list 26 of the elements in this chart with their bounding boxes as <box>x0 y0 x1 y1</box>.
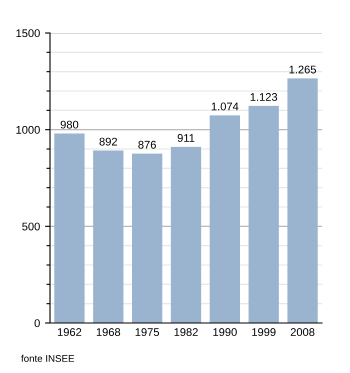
x-tick-label: 1982 <box>174 328 198 336</box>
source-note: fonte INSEE <box>21 354 74 362</box>
bar <box>54 134 85 323</box>
data-label: 1.074 <box>212 102 238 110</box>
bar <box>93 150 124 323</box>
x-tick-label: 1999 <box>252 328 276 336</box>
x-tick-label: 1962 <box>58 328 82 336</box>
data-label: 1.123 <box>250 93 278 101</box>
data-label: 911 <box>178 134 194 142</box>
y-tick-label: 500 <box>22 222 40 230</box>
bar <box>132 154 162 323</box>
bar <box>170 146 202 323</box>
data-label: 980 <box>60 120 78 129</box>
y-tick-label: 1000 <box>16 126 40 134</box>
data-label: 1.265 <box>290 66 316 74</box>
x-tick-label: 1975 <box>136 328 160 336</box>
bar <box>210 115 240 323</box>
x-tick-label: 1990 <box>213 328 237 336</box>
data-label: 876 <box>138 140 156 149</box>
y-tick-label: 0 <box>34 319 40 328</box>
x-tick-label: 2008 <box>290 328 314 336</box>
data-label: 892 <box>100 138 117 146</box>
y-tick-label: 1500 <box>16 29 40 38</box>
bar <box>248 106 279 323</box>
bar <box>287 78 318 323</box>
x-tick-label: 1968 <box>96 328 120 336</box>
